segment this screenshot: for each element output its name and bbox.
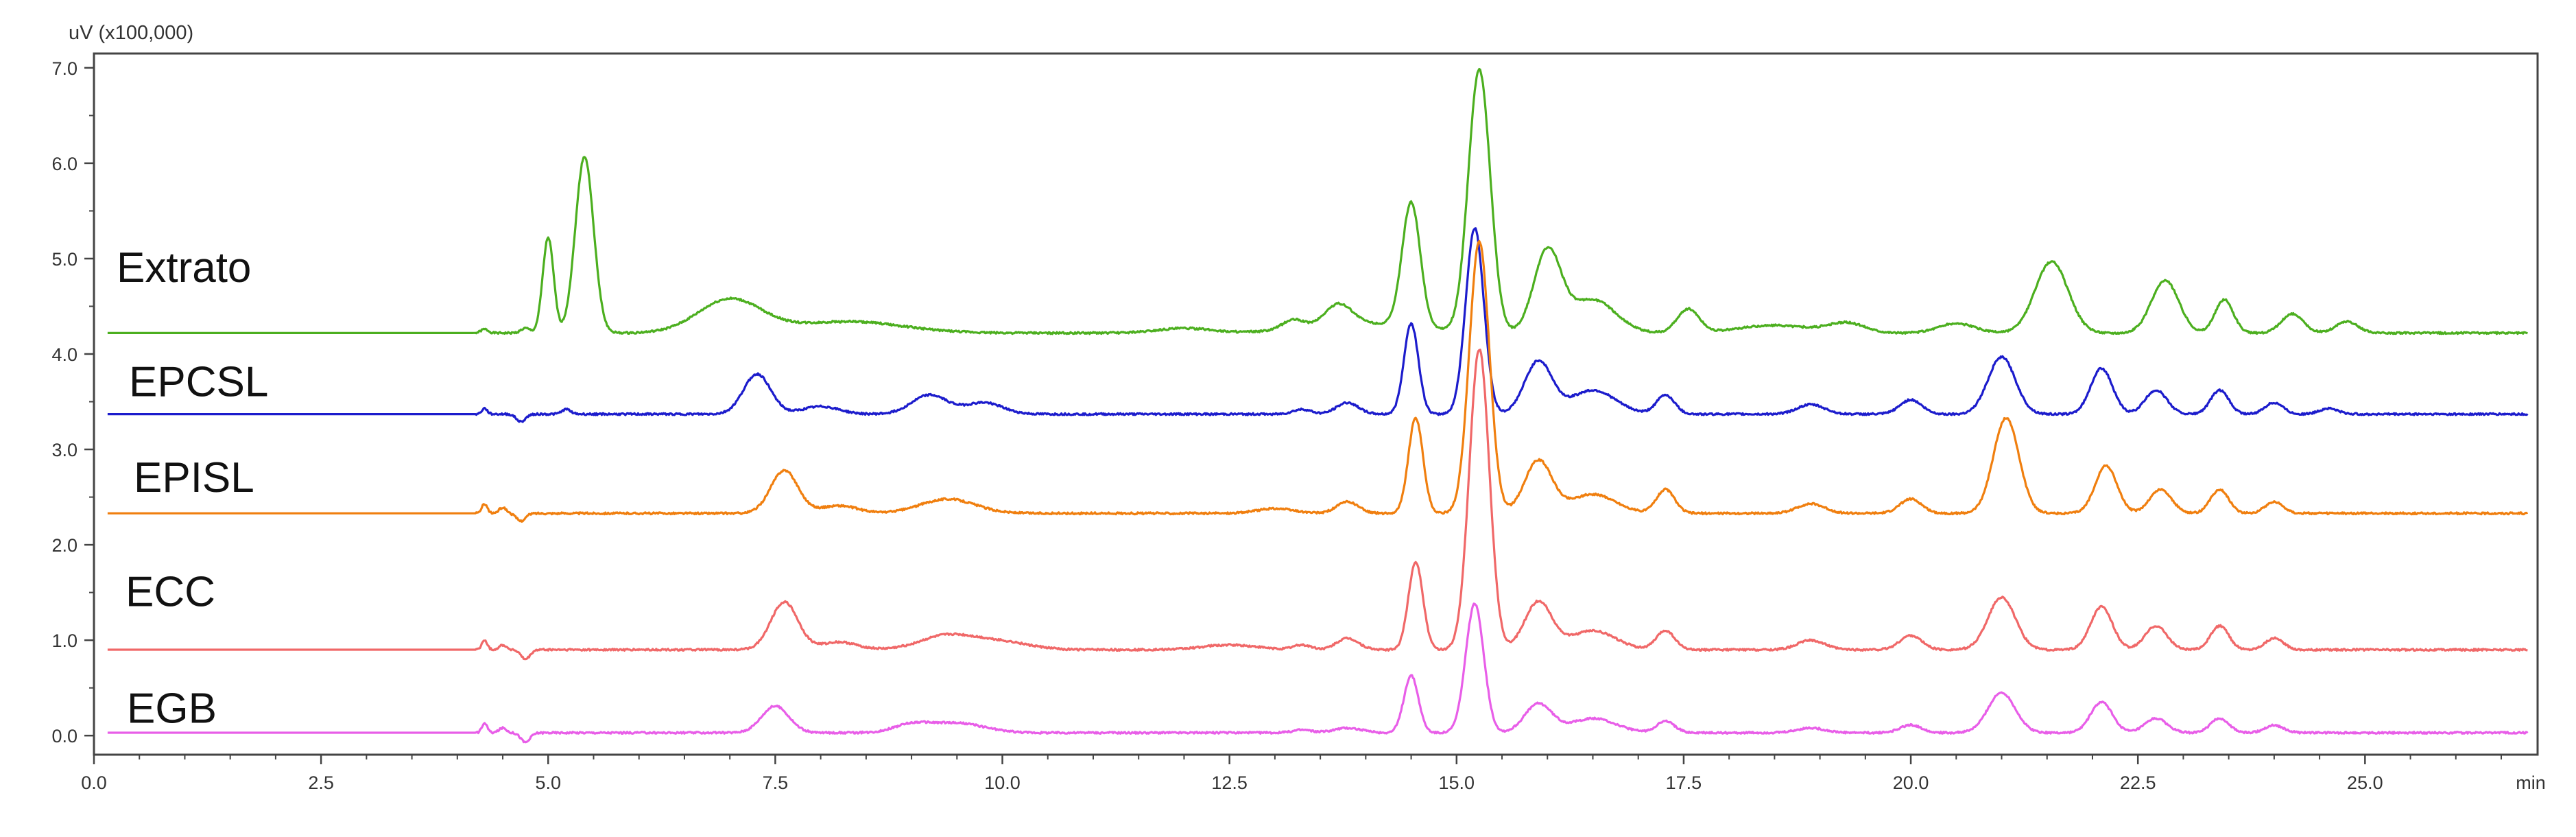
y-tick-label: 3.0: [51, 440, 77, 460]
series-label-epcsl: EPCSL: [129, 359, 268, 406]
y-tick-label: 6.0: [51, 154, 77, 174]
x-tick-label: 2.5: [308, 773, 334, 793]
x-tick-label: 22.5: [2120, 773, 2156, 793]
axes-layer: [93, 52, 2539, 756]
series-label-extrato: Extrato: [117, 244, 251, 292]
x-tick-label: 12.5: [1211, 773, 1248, 793]
series-label-episl: EPISL: [134, 454, 254, 502]
y-tick-label: 5.0: [51, 249, 77, 270]
series-layer: [107, 67, 2529, 744]
x-tick-label: 15.0: [1439, 773, 1475, 793]
x-axis-unit-label: min: [2516, 773, 2546, 793]
x-tick-label: 0.0: [81, 773, 107, 793]
y-axis-unit-label: uV (x100,000): [69, 22, 193, 44]
y-tick-label: 1.0: [51, 630, 77, 651]
x-tick-label: 17.5: [1666, 773, 1702, 793]
x-tick-label: 7.5: [763, 773, 789, 793]
plot-frame: [93, 52, 2539, 756]
series-trace-egb: [107, 602, 2529, 744]
x-tick-label: 20.0: [1893, 773, 1929, 793]
x-tick-label: 10.0: [984, 773, 1021, 793]
series-trace-epcsl: [107, 227, 2529, 423]
x-tick-label: 5.0: [535, 773, 561, 793]
series-label-egb: EGB: [127, 685, 217, 732]
series-trace-extrato: [107, 67, 2528, 335]
ticks-layer: 0.0 2.5 5.0 7.5 10.0 12.5 15.0 17.5 20.0 22.5 25.0…: [51, 58, 2545, 793]
y-tick-label: 2.0: [51, 535, 77, 556]
x-tick-label: 25.0: [2347, 773, 2383, 793]
y-tick-label: 4.0: [51, 344, 77, 365]
y-tick-label: 7.0: [51, 58, 77, 79]
series-label-ecc: ECC: [126, 569, 215, 616]
y-tick-label: 0.0: [51, 726, 77, 746]
series-labels-layer: Extrato EPCSL EPISL ECC EGB: [117, 244, 268, 732]
series-trace-ecc: [107, 349, 2528, 661]
series-trace-episl: [107, 239, 2528, 523]
